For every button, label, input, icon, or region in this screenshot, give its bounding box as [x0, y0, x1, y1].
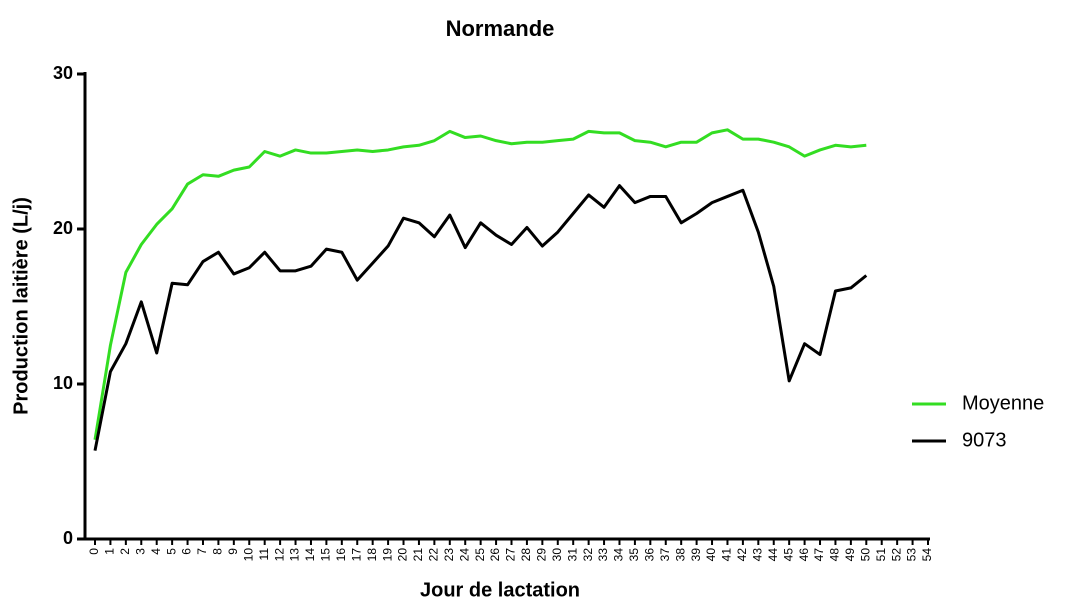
- x-tick-label: 39: [689, 548, 703, 562]
- x-tick-label: 27: [504, 548, 518, 562]
- x-tick-label: 7: [195, 548, 209, 555]
- x-tick-label: 23: [442, 548, 456, 562]
- x-tick-label: 18: [365, 548, 379, 562]
- x-tick-label: 6: [180, 548, 194, 555]
- x-tick-label: 40: [704, 548, 718, 562]
- x-tick-label: 19: [380, 548, 394, 562]
- x-tick-label: 37: [658, 548, 672, 562]
- x-tick-label: 0: [87, 548, 101, 555]
- x-tick-label: 10: [241, 548, 255, 562]
- x-tick-label: 4: [149, 548, 163, 555]
- x-tick-label: 32: [581, 548, 595, 562]
- x-tick-label: 36: [643, 548, 657, 562]
- x-tick-label: 25: [473, 548, 487, 562]
- x-tick-label: 47: [812, 548, 826, 562]
- x-tick-label: 28: [519, 548, 533, 562]
- x-tick-label: 5: [164, 548, 178, 555]
- x-tick-label: 31: [565, 548, 579, 562]
- legend-label: 9073: [962, 429, 1007, 451]
- x-tick-label: 14: [303, 548, 317, 562]
- x-tick-label: 9: [226, 548, 240, 555]
- y-tick-label: 20: [53, 218, 73, 238]
- x-tick-label: 49: [843, 548, 857, 562]
- x-tick-label: 50: [858, 548, 872, 562]
- x-tick-label: 8: [211, 548, 225, 555]
- y-tick-label: 10: [53, 373, 73, 393]
- x-tick-label: 29: [535, 548, 549, 562]
- x-tick-label: 45: [781, 548, 795, 562]
- x-tick-label: 20: [396, 548, 410, 562]
- x-tick-label: 2: [118, 548, 132, 555]
- x-tick-label: 54: [920, 548, 934, 562]
- y-tick-label: 0: [63, 528, 73, 548]
- x-tick-label: 52: [889, 548, 903, 562]
- x-tick-label: 1: [103, 548, 117, 555]
- x-tick-label: 16: [334, 548, 348, 562]
- x-tick-label: 41: [720, 548, 734, 562]
- x-tick-label: 46: [797, 548, 811, 562]
- x-tick-label: 38: [673, 548, 687, 562]
- y-tick-label: 30: [53, 63, 73, 83]
- x-tick-label: 13: [288, 548, 302, 562]
- x-tick-label: 3: [133, 548, 147, 555]
- x-tick-label: 30: [550, 548, 564, 562]
- x-tick-label: 51: [874, 548, 888, 562]
- chart-title: Normande: [446, 16, 555, 41]
- x-tick-label: 33: [596, 548, 610, 562]
- x-tick-label: 22: [427, 548, 441, 562]
- x-tick-label: 42: [735, 548, 749, 562]
- x-tick-label: 48: [828, 548, 842, 562]
- x-tick-label: 17: [349, 548, 363, 562]
- x-tick-label: 15: [319, 548, 333, 562]
- x-tick-label: 12: [272, 548, 286, 562]
- legend-label: Moyenne: [962, 392, 1044, 414]
- y-axis-label: Production laitière (L/j): [10, 197, 32, 415]
- x-tick-label: 11: [257, 548, 271, 561]
- data-line: [93, 128, 867, 441]
- x-tick-label: 44: [766, 548, 780, 562]
- x-tick-label: 43: [750, 548, 764, 562]
- x-tick-label: 24: [457, 548, 471, 562]
- x-tick-label: 53: [905, 548, 919, 562]
- data-line: [93, 184, 868, 451]
- x-tick-label: 35: [627, 548, 641, 562]
- x-tick-label: 26: [488, 548, 502, 562]
- x-axis-label: Jour de lactation: [420, 579, 580, 601]
- x-tick-label: 34: [612, 548, 626, 562]
- x-tick-label: 21: [411, 548, 425, 562]
